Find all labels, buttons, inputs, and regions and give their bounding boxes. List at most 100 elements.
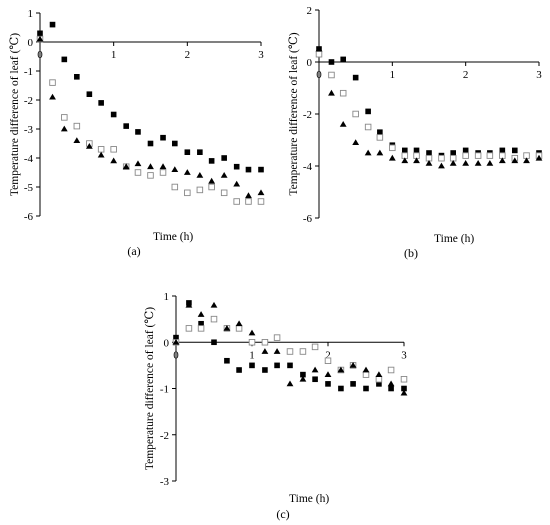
x-tick-label: 2 bbox=[185, 49, 191, 61]
data-point-filled-triangle bbox=[286, 380, 294, 387]
data-point-filled-triangle bbox=[273, 348, 281, 354]
data-point-filled-triangle bbox=[523, 157, 530, 164]
data-point-filled-triangle bbox=[245, 192, 252, 199]
data-point-filled-triangle bbox=[134, 160, 142, 167]
data-point-filled-triangle bbox=[257, 189, 265, 196]
data-point-open-square bbox=[233, 198, 240, 205]
y-tick-label: 1 bbox=[28, 8, 34, 20]
data-point-open-square bbox=[324, 357, 332, 365]
data-point-filled-square bbox=[365, 108, 371, 115]
data-point-filled-triangle bbox=[362, 366, 370, 373]
data-point-open-square bbox=[61, 114, 68, 121]
data-point-filled-triangle bbox=[438, 162, 445, 169]
data-point-filled-square bbox=[198, 320, 204, 327]
y-tick-label: -2 bbox=[160, 430, 169, 442]
y-axis-label: Temperature difference of leaf (℃) bbox=[144, 307, 156, 470]
data-point-filled-triangle bbox=[73, 137, 81, 143]
x-tick-label: 1 bbox=[390, 69, 396, 81]
data-point-filled-triangle bbox=[364, 149, 372, 156]
data-point-filled-triangle bbox=[97, 151, 105, 158]
data-point-filled-triangle bbox=[183, 169, 191, 175]
data-point-filled-square bbox=[197, 149, 203, 155]
data-point-open-square bbox=[352, 110, 359, 118]
data-point-filled-square bbox=[512, 147, 518, 154]
data-point-filled-square bbox=[172, 140, 178, 147]
data-point-filled-triangle bbox=[147, 163, 154, 170]
data-point-filled-square bbox=[350, 381, 356, 387]
data-point-filled-square bbox=[499, 147, 506, 154]
chart-panel-c: 1 0 -1 -2 -3 0 1 2 3 Time (h) Temperature differen… bbox=[144, 291, 408, 521]
y-tick-label: -2 bbox=[24, 95, 33, 107]
data-point-filled-triangle bbox=[413, 157, 420, 164]
series-open-square bbox=[172, 315, 408, 383]
data-point-open-square bbox=[389, 144, 396, 152]
y-tick-label: -2 bbox=[303, 109, 312, 121]
data-point-open-square bbox=[311, 343, 319, 351]
data-point-filled-square bbox=[233, 163, 240, 170]
data-point-open-square bbox=[400, 376, 408, 383]
data-point-filled-triangle bbox=[474, 160, 482, 166]
data-point-filled-triangle bbox=[60, 125, 68, 132]
data-point-open-square bbox=[328, 71, 335, 79]
data-point-filled-square bbox=[123, 123, 129, 129]
y-axis-label: Temperature difference of leaf (℃) bbox=[9, 33, 21, 196]
data-point-filled-square bbox=[147, 140, 154, 147]
data-point-filled-triangle bbox=[401, 157, 409, 164]
data-point-filled-triangle bbox=[375, 371, 383, 378]
data-point-open-square bbox=[474, 152, 482, 159]
data-point-open-square bbox=[299, 348, 307, 355]
data-point-open-square bbox=[486, 152, 494, 159]
data-point-filled-square bbox=[86, 91, 93, 97]
data-point-filled-square bbox=[211, 339, 217, 346]
data-point-filled-triangle bbox=[233, 180, 241, 187]
data-point-filled-square bbox=[312, 376, 318, 383]
data-point-filled-triangle bbox=[208, 177, 216, 184]
data-point-filled-triangle bbox=[185, 301, 193, 308]
data-point-filled-square bbox=[376, 381, 382, 387]
x-tick-label: 1 bbox=[111, 49, 117, 61]
data-point-filled-triangle bbox=[535, 154, 543, 161]
data-point-filled-square bbox=[49, 21, 56, 28]
data-point-open-square bbox=[245, 198, 252, 205]
data-point-filled-square bbox=[245, 166, 252, 173]
data-point-filled-square bbox=[61, 56, 68, 63]
data-point-filled-square bbox=[401, 385, 407, 392]
data-point-filled-square bbox=[287, 362, 293, 369]
series-filled-triangle bbox=[172, 301, 408, 396]
data-point-filled-square bbox=[236, 367, 242, 373]
data-point-open-square bbox=[273, 334, 281, 341]
data-point-filled-triangle bbox=[486, 160, 494, 166]
y-tick-label: -4 bbox=[24, 153, 34, 165]
data-point-filled-triangle bbox=[352, 139, 360, 145]
data-point-filled-triangle bbox=[449, 160, 457, 166]
data-point-filled-triangle bbox=[511, 157, 519, 164]
y-tick-label: -4 bbox=[303, 161, 313, 173]
panel-label: (a) bbox=[127, 244, 140, 258]
x-tick-label: 3 bbox=[401, 349, 407, 361]
data-point-filled-triangle bbox=[261, 348, 269, 354]
data-point-filled-triangle bbox=[462, 160, 470, 166]
data-point-filled-square bbox=[173, 334, 179, 341]
y-tick-label: 1 bbox=[164, 291, 170, 303]
y-tick-label: -5 bbox=[24, 182, 34, 194]
data-point-filled-square bbox=[325, 381, 331, 387]
data-point-filled-square bbox=[338, 385, 344, 392]
data-point-filled-triangle bbox=[122, 163, 130, 170]
series-open-square bbox=[36, 35, 265, 205]
data-point-open-square bbox=[339, 89, 347, 97]
data-point-filled-triangle bbox=[425, 160, 433, 166]
data-point-filled-square bbox=[184, 149, 191, 155]
data-point-open-square bbox=[248, 339, 256, 346]
data-point-open-square bbox=[110, 146, 117, 153]
series-open-square bbox=[315, 50, 543, 162]
data-point-filled-square bbox=[352, 74, 359, 81]
data-point-open-square bbox=[286, 348, 294, 355]
y-tick-label: 0 bbox=[28, 37, 34, 49]
data-point-filled-square bbox=[300, 371, 306, 378]
data-point-filled-triangle bbox=[299, 375, 307, 382]
y-tick-label: 0 bbox=[164, 337, 170, 349]
data-point-filled-square bbox=[363, 385, 369, 392]
x-tick-label: 2 bbox=[325, 349, 331, 361]
chart-panel-a: 1 0 -1 -2 -3 -4 -5 -6 0 1 2 3 Time (h) Temperature di… bbox=[9, 8, 265, 258]
y-tick-label: 2 bbox=[307, 5, 313, 17]
